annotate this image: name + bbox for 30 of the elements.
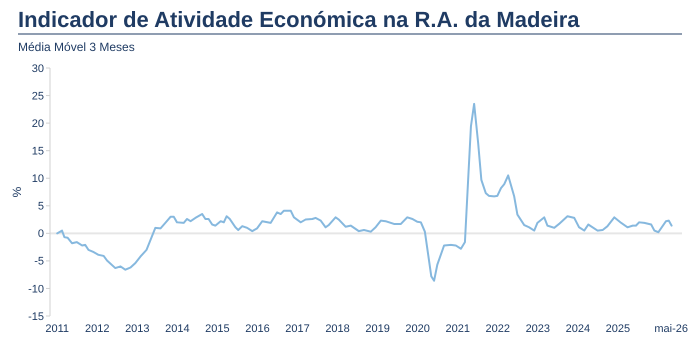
y-tick-label: -5 (34, 256, 44, 268)
y-tick-label: 15 (32, 146, 44, 158)
x-tick-label: 2021 (445, 323, 470, 335)
y-tick-label: 0 (38, 228, 44, 240)
x-tick-label: 2017 (285, 323, 310, 335)
y-tick-label: 25 (32, 90, 44, 102)
x-tick-label: mai-26 (654, 323, 688, 335)
x-tick-label: 2020 (405, 323, 430, 335)
x-tick-label: 2024 (566, 323, 590, 335)
x-tick-label: 2014 (165, 323, 190, 335)
x-tick-label: 2016 (245, 323, 270, 335)
chart-title: Indicador de Atividade Económica na R.A. da Madeira (18, 7, 580, 32)
x-tick-label: 2011 (45, 323, 70, 335)
x-tick-label: 2023 (526, 323, 550, 335)
x-tick-label: 2025 (606, 323, 630, 335)
x-tick-label: 2013 (125, 323, 150, 335)
y-tick-label: 30 (32, 62, 44, 75)
y-tick-label: 20 (32, 118, 44, 130)
x-tick-label: 2015 (205, 323, 230, 335)
x-tick-label: 2018 (325, 323, 350, 335)
y-tick-label: 5 (38, 200, 44, 213)
y-tick-label: -10 (28, 283, 44, 296)
y-tick-label: 10 (32, 173, 44, 186)
chart-subtitle: Média Móvel 3 Meses (18, 40, 135, 54)
x-tick-label: 2012 (85, 323, 110, 335)
y-axis-title: % (10, 186, 24, 198)
x-tick-label: 2022 (486, 323, 510, 335)
x-tick-label: 2019 (365, 323, 390, 335)
y-tick-label: -15 (28, 310, 44, 323)
line-series (56, 102, 673, 282)
